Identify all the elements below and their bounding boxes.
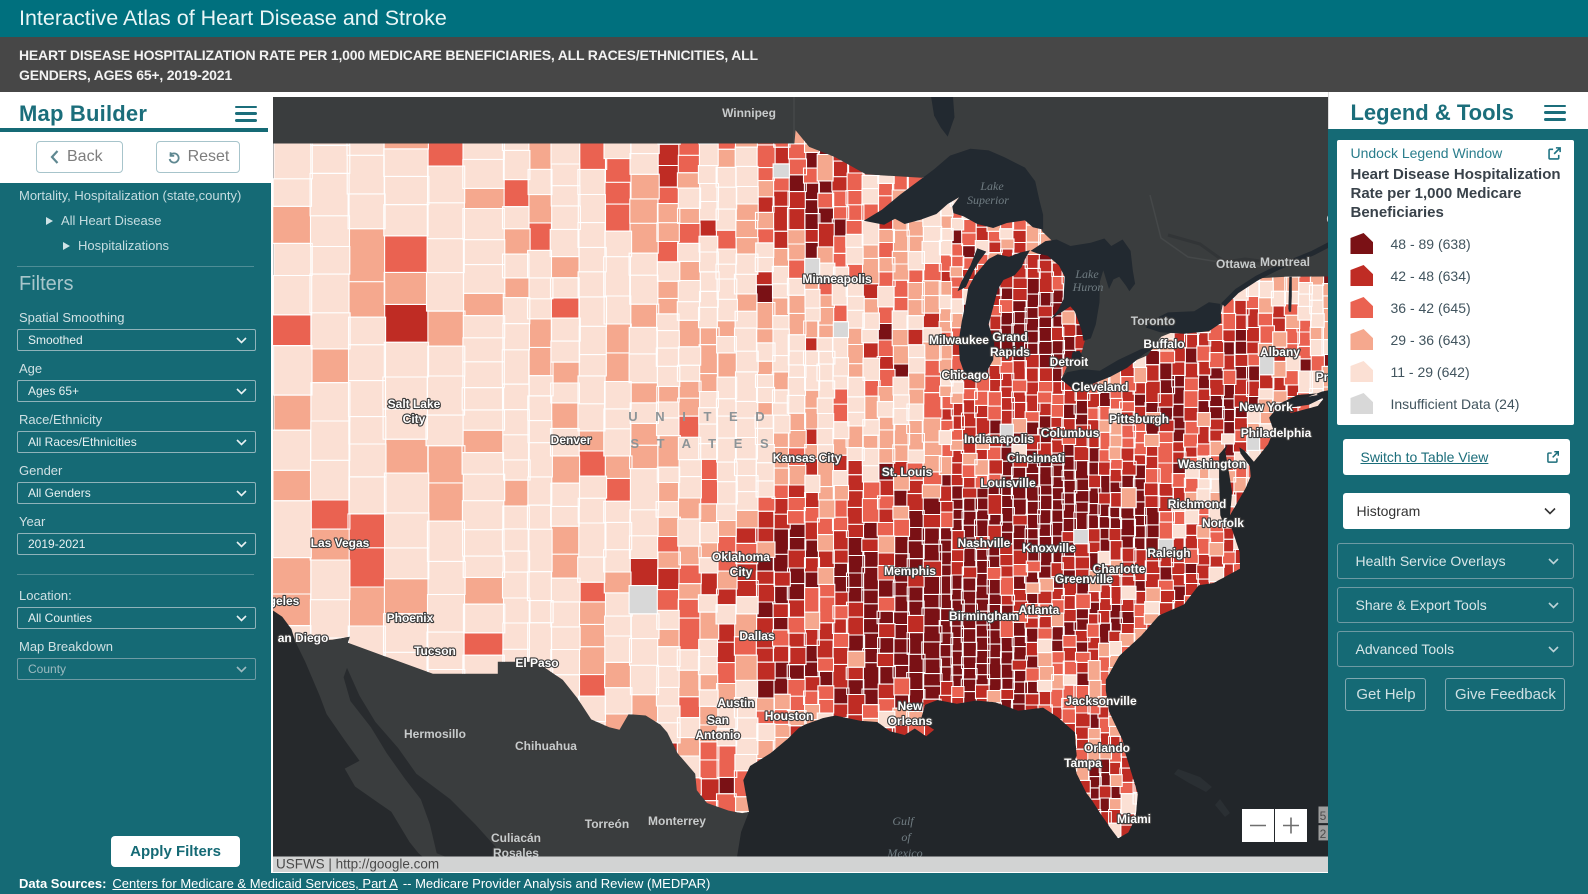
svg-text:Indianapolis: Indianapolis <box>964 432 1034 446</box>
svg-text:Jacksonville: Jacksonville <box>1066 693 1138 707</box>
svg-text:Lake: Lake <box>980 179 1005 193</box>
svg-text:Phoenix: Phoenix <box>387 610 434 624</box>
svg-text:Gulf: Gulf <box>893 813 916 827</box>
svg-text:Culiacán: Culiacán <box>491 830 541 844</box>
svg-text:Superior: Superior <box>967 193 1009 207</box>
svg-text:Q: Q <box>1327 212 1329 226</box>
svg-text:Orlando: Orlando <box>1084 740 1130 754</box>
svg-text:Birmingham: Birmingham <box>949 608 1019 622</box>
svg-text:San: San <box>707 712 729 726</box>
svg-text:Austin: Austin <box>718 695 755 709</box>
svg-text:El Paso: El Paso <box>516 655 559 669</box>
svg-text:Pittsburgh: Pittsburgh <box>1109 412 1169 426</box>
svg-text:Montreal: Montreal <box>1260 255 1310 269</box>
svg-text:Milwaukee: Milwaukee <box>929 333 989 347</box>
svg-text:Houston: Houston <box>765 708 814 722</box>
svg-text:Huron: Huron <box>1072 280 1104 294</box>
svg-text:Miami: Miami <box>1117 811 1151 825</box>
svg-text:an Diego: an Diego <box>278 630 329 644</box>
svg-text:Minneapolis: Minneapolis <box>803 272 873 286</box>
svg-text:Raleigh: Raleigh <box>1148 545 1191 559</box>
svg-text:USFWS | http://google.com: USFWS | http://google.com <box>276 856 439 871</box>
svg-text:City: City <box>730 564 753 578</box>
svg-text:Cincinnati: Cincinnati <box>1007 451 1065 465</box>
svg-text:Norfolk: Norfolk <box>1202 515 1244 529</box>
svg-text:Denver: Denver <box>551 433 592 447</box>
svg-text:Buffalo: Buffalo <box>1144 337 1185 351</box>
svg-text:Memphis: Memphis <box>884 563 936 577</box>
svg-text:Hermosillo: Hermosillo <box>404 726 466 740</box>
svg-text:Kansas City: Kansas City <box>773 451 842 465</box>
svg-text:Louisville: Louisville <box>981 476 1037 490</box>
svg-text:Oklahoma: Oklahoma <box>712 549 770 563</box>
svg-text:Orleans: Orleans <box>888 713 933 727</box>
svg-text:Charlotte: Charlotte <box>1093 561 1146 575</box>
svg-text:Cleveland: Cleveland <box>1072 380 1129 394</box>
svg-text:Torreón: Torreón <box>585 816 629 830</box>
svg-text:Prov: Prov <box>1316 370 1328 384</box>
svg-text:City: City <box>403 412 426 426</box>
svg-text:Greenville: Greenville <box>1055 571 1113 585</box>
svg-text:S T A T E S: S T A T E S <box>631 436 776 451</box>
svg-text:Chihuahua: Chihuahua <box>515 738 577 752</box>
svg-text:Knoxville: Knoxville <box>1023 540 1077 554</box>
svg-text:of: of <box>902 829 913 843</box>
svg-text:Toronto: Toronto <box>1131 314 1175 328</box>
svg-text:Atlanta: Atlanta <box>1019 602 1060 616</box>
svg-text:Detroit: Detroit <box>1050 355 1089 369</box>
svg-text:5: 5 <box>1320 808 1327 822</box>
svg-text:Winnipeg: Winnipeg <box>722 106 776 120</box>
svg-text:Richmond: Richmond <box>1168 496 1227 510</box>
svg-text:Nashville: Nashville <box>958 535 1011 549</box>
svg-text:Grand: Grand <box>993 330 1028 344</box>
svg-text:New: New <box>898 698 923 712</box>
svg-text:Albany: Albany <box>1260 345 1300 359</box>
svg-text:Washington: Washington <box>1178 457 1246 471</box>
svg-text:Salt Lake: Salt Lake <box>388 397 441 411</box>
svg-text:Dallas: Dallas <box>740 628 776 642</box>
svg-text:Chicago: Chicago <box>942 368 989 382</box>
svg-text:Monterrey: Monterrey <box>648 813 706 827</box>
svg-text:Rapids: Rapids <box>990 345 1030 359</box>
svg-text:geles: geles <box>273 593 300 607</box>
svg-text:Tucson: Tucson <box>415 643 457 657</box>
svg-text:New York: New York <box>1240 400 1294 414</box>
svg-text:Las Vegas: Las Vegas <box>311 535 370 549</box>
svg-text:U N I T E D: U N I T E D <box>629 409 772 424</box>
svg-text:Columbus: Columbus <box>1041 426 1100 440</box>
svg-text:St. Louis: St. Louis <box>882 465 933 479</box>
svg-text:Antonio: Antonio <box>696 727 741 741</box>
svg-text:Ottawa: Ottawa <box>1216 257 1256 271</box>
svg-text:Tampa: Tampa <box>1065 755 1103 769</box>
svg-text:Philadelphia: Philadelphia <box>1241 426 1312 440</box>
svg-text:2: 2 <box>1320 826 1327 840</box>
svg-text:Lake: Lake <box>1075 267 1100 281</box>
